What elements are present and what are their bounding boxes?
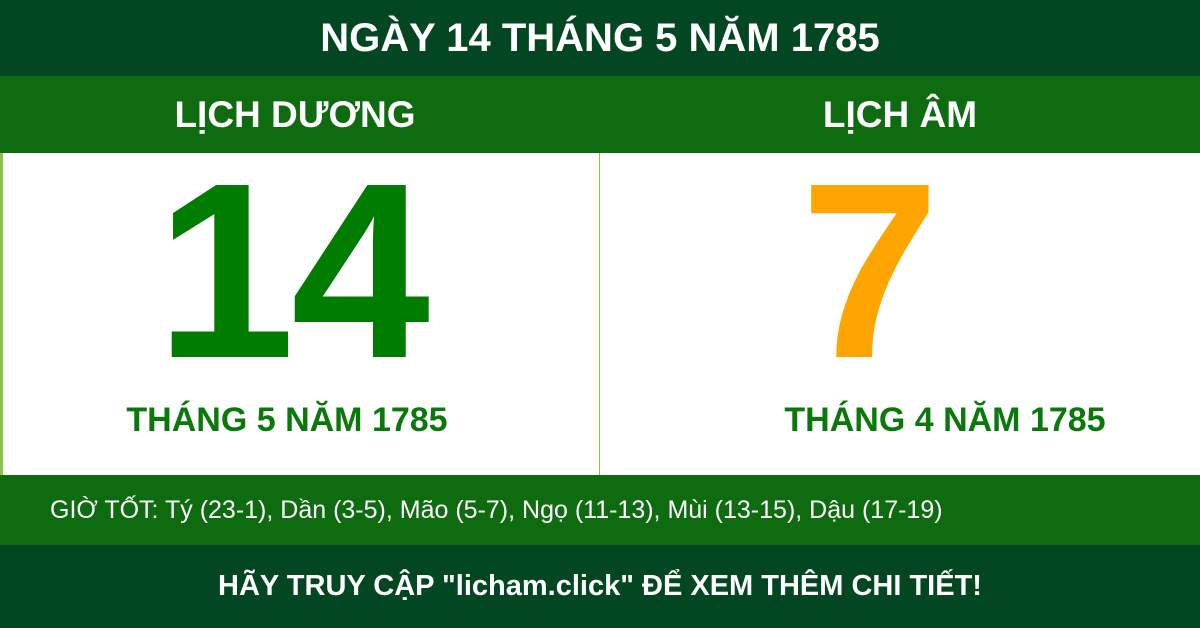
- lunar-month-year: THÁNG 4 NĂM 1785: [784, 401, 1106, 439]
- page-title: NGÀY 14 THÁNG 5 NĂM 1785: [0, 0, 1200, 76]
- lunar-day: 7: [800, 131, 940, 410]
- lunar-panel: 7 THÁNG 4 NĂM 1785: [600, 131, 1200, 475]
- lunar-calendar-label: LỊCH ÂM: [822, 93, 978, 135]
- solar-panel: 14 THÁNG 5 NĂM 1785: [0, 131, 600, 475]
- solar-day: 14: [155, 131, 430, 410]
- solar-month-year: THÁNG 5 NĂM 1785: [126, 401, 448, 439]
- calendar-headers: LỊCH DƯƠNG LỊCH ÂM: [0, 76, 1200, 153]
- good-hours: GIỜ TỐT: Tý (23-1), Dần (3-5), Mão (5-7)…: [0, 475, 1200, 545]
- calendar-body: 14 THÁNG 5 NĂM 1785 7 THÁNG 4 NĂM 1785: [0, 131, 1200, 475]
- footer-cta: HÃY TRUY CẬP "licham.click" ĐỂ XEM THÊM …: [0, 545, 1200, 628]
- solar-calendar-label: LỊCH DƯƠNG: [174, 93, 416, 135]
